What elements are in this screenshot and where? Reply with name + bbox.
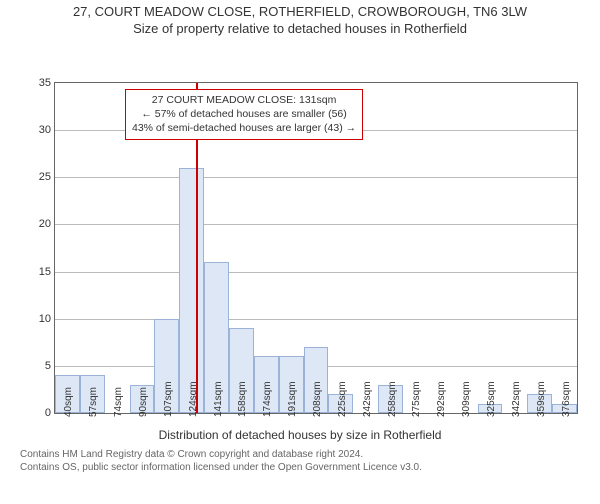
x-tick-label: 40sqm	[63, 387, 74, 417]
y-tick-label: 20	[39, 218, 51, 230]
gridline-h	[55, 224, 577, 225]
x-tick-label: 309sqm	[461, 381, 472, 417]
gridline-h	[55, 272, 577, 273]
y-tick-label: 0	[45, 407, 51, 419]
x-tick-label: 158sqm	[237, 381, 248, 417]
y-tick-label: 15	[39, 266, 51, 278]
gridline-h	[55, 177, 577, 178]
y-tick-label: 30	[39, 124, 51, 136]
x-tick-label: 208sqm	[312, 381, 323, 417]
x-tick-label: 74sqm	[113, 387, 124, 417]
page-title: 27, COURT MEADOW CLOSE, ROTHERFIELD, CRO…	[0, 4, 600, 19]
histogram-bar	[179, 168, 204, 413]
page-subtitle: Size of property relative to detached ho…	[0, 21, 600, 36]
x-tick-label: 359sqm	[536, 381, 547, 417]
y-tick-label: 5	[45, 360, 51, 372]
x-tick-label: 342sqm	[511, 381, 522, 417]
annotation-line3: 43% of semi-detached houses are larger (…	[132, 121, 356, 135]
x-tick-label: 90sqm	[138, 387, 149, 417]
x-tick-label: 191sqm	[287, 381, 298, 417]
plot-area: 0510152025303540sqm57sqm74sqm90sqm107sqm…	[54, 82, 578, 414]
x-tick-label: 174sqm	[262, 381, 273, 417]
annotation-line1: 27 COURT MEADOW CLOSE: 131sqm	[132, 93, 356, 107]
y-tick-label: 25	[39, 171, 51, 183]
x-tick-label: 57sqm	[88, 387, 99, 417]
y-tick-label: 10	[39, 313, 51, 325]
x-tick-label: 242sqm	[362, 381, 373, 417]
x-axis-label: Distribution of detached houses by size …	[0, 428, 600, 442]
x-tick-label: 225sqm	[337, 381, 348, 417]
x-tick-label: 292sqm	[436, 381, 447, 417]
annotation-box: 27 COURT MEADOW CLOSE: 131sqm← 57% of de…	[125, 89, 363, 140]
x-tick-label: 376sqm	[561, 381, 572, 417]
footer-line-2: Contains OS, public sector information l…	[20, 461, 600, 474]
annotation-line2: ← 57% of detached houses are smaller (56…	[132, 107, 356, 121]
chart-container: Number of detached properties 0510152025…	[0, 36, 600, 428]
gridline-h	[55, 319, 577, 320]
x-tick-label: 107sqm	[163, 381, 174, 417]
footer-line-1: Contains HM Land Registry data © Crown c…	[20, 448, 600, 461]
y-tick-label: 35	[39, 77, 51, 89]
x-tick-label: 275sqm	[411, 381, 422, 417]
footer: Contains HM Land Registry data © Crown c…	[20, 448, 600, 474]
x-tick-label: 141sqm	[213, 381, 224, 417]
x-tick-label: 258sqm	[387, 381, 398, 417]
x-tick-label: 325sqm	[486, 381, 497, 417]
